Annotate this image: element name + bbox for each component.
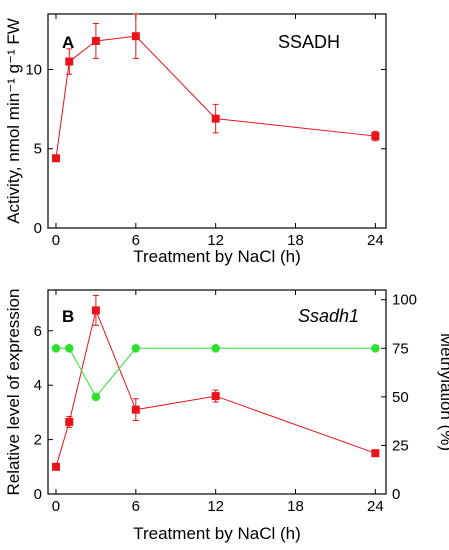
panel-b-plot-frame (47, 289, 387, 495)
panel-b-series-1-point (91, 392, 101, 402)
panel-b-series-1-point (211, 343, 220, 353)
panel-b-y-tick-label: 2 (34, 432, 42, 449)
panel-b-series-1-point (64, 343, 74, 353)
panel-b-y2-tick-label: 50 (392, 389, 409, 406)
panel-b-x-axis-label: Treatment by NaCl (h) (133, 524, 301, 543)
panel-b-x-tick-label: 12 (207, 498, 224, 515)
panel-a-x-tick-label: 0 (52, 232, 60, 249)
panel-a-series-0-point (91, 36, 100, 45)
panel-b-series-1-point (131, 343, 141, 353)
panel-a-series-0-line (55, 35, 376, 159)
panel-b-y2-tick-label: 75 (392, 340, 409, 357)
panel-a-y-tick-label: 5 (34, 141, 42, 158)
panel-b-y2-tick-label: 0 (392, 486, 400, 503)
panel-b-series-0-point (211, 392, 220, 401)
panel-a-ticks: 0 6 12 18 24 0 5 10 (25, 14, 386, 249)
panel-b-series-0-point (371, 449, 380, 458)
panel-a-y-tick-label: 0 (34, 220, 42, 237)
panel-b-series-0-point (51, 462, 60, 471)
panel-a-x-axis-label: Treatment by NaCl (h) (133, 247, 301, 266)
panel-b-series-1-point (51, 343, 61, 353)
panel-b-y2-tick-label: 100 (392, 292, 417, 309)
panel-b: B Ssadh1 Treatment by NaCl (h) Relative … (4, 289, 449, 543)
panel-b-series (51, 294, 380, 471)
panel-b-series-0-point (131, 405, 140, 414)
panel-b-series-1-point (371, 343, 380, 353)
panel-a-plot-frame (47, 13, 387, 229)
panel-a-x-tick-label: 24 (367, 232, 384, 249)
panel-a: A SSADH Treatment by NaCl (h) Activity, … (4, 13, 387, 266)
panel-a-y-tick-label: 10 (25, 61, 42, 78)
panel-b-x-tick-label: 0 (52, 498, 60, 515)
panel-b-title: Ssadh1 (298, 306, 359, 326)
panel-b-y2-tick-label: 25 (392, 437, 409, 454)
panel-b-series-0-point (65, 417, 74, 426)
panel-b-x-tick-label: 18 (287, 498, 304, 515)
panel-b-x-tick-label: 6 (132, 498, 140, 515)
panel-b-series-0-line (55, 308, 376, 467)
panel-b-series-1-line (55, 347, 376, 398)
panel-b-letter: B (62, 307, 74, 326)
panel-a-x-tick-label: 12 (207, 232, 224, 249)
panel-a-series (51, 13, 380, 163)
panel-a-letter: A (62, 33, 74, 52)
panel-a-title: SSADH (278, 32, 340, 52)
panel-b-y-tick-label: 4 (34, 377, 42, 394)
panel-b-y-tick-label: 6 (34, 323, 42, 340)
panel-b-y-tick-label: 0 (34, 486, 42, 503)
panel-b-series-0-point (91, 306, 100, 315)
panel-b-x-tick-label: 24 (367, 498, 384, 515)
panel-a-y-axis-label: Activity, nmol min⁻¹ g⁻¹ FW (4, 18, 23, 224)
panel-a-series-0-point (51, 154, 60, 163)
panel-a-x-tick-label: 18 (287, 232, 304, 249)
panel-a-x-tick-label: 6 (132, 232, 140, 249)
panel-b-y-axis-label: Relative level of expression (4, 289, 23, 496)
panel-a-series-0-point (131, 32, 140, 41)
panel-b-y2-axis-label: Methylation (%) (437, 333, 449, 451)
panel-a-series-0-point (211, 114, 220, 123)
panel-a-series-0-point (65, 57, 74, 66)
panel-a-series-0-point (371, 132, 380, 141)
